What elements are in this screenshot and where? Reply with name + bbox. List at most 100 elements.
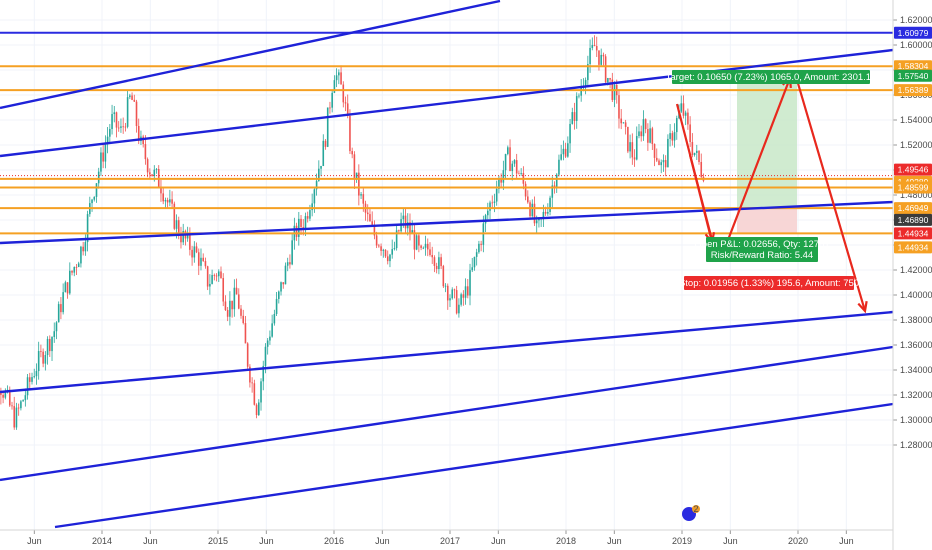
candle-body — [613, 84, 616, 100]
candle-body — [662, 160, 665, 163]
candle-body — [173, 203, 176, 229]
candle-body — [120, 126, 122, 128]
candle-body — [113, 112, 116, 115]
candle-body — [189, 232, 191, 250]
candle-body — [180, 236, 182, 243]
x-tick-label: Jun — [375, 536, 390, 546]
candle-body — [300, 218, 302, 228]
candle-body — [162, 193, 164, 202]
candle-body — [35, 371, 38, 377]
candle-body — [500, 178, 502, 183]
candle-body — [469, 270, 471, 296]
candle-body — [455, 290, 458, 314]
candle-body — [471, 267, 474, 271]
candle-body — [280, 282, 282, 292]
candle-body — [204, 261, 207, 267]
candle-body — [229, 300, 231, 317]
candle-body — [513, 160, 516, 164]
candle-body — [133, 99, 136, 102]
candle-body — [464, 286, 467, 298]
candle-body — [124, 126, 127, 128]
y-tick-label: 1.40000 — [900, 290, 932, 300]
candle-body — [326, 107, 329, 147]
candle-body — [73, 267, 76, 273]
candle-body — [640, 131, 643, 137]
candle-body — [175, 220, 178, 229]
projection-arrow-line — [688, 154, 714, 243]
candle-body — [266, 340, 269, 347]
candle-body — [298, 218, 300, 237]
candle-body — [589, 47, 591, 64]
candle-body — [544, 211, 547, 214]
candle-body — [660, 162, 663, 166]
candle-body — [391, 249, 393, 255]
channel-line — [54, 402, 894, 529]
candle-body — [111, 114, 113, 130]
target-label — [672, 70, 870, 84]
candle-body — [595, 46, 598, 51]
candle-body — [358, 172, 360, 196]
candle-body — [8, 389, 11, 406]
candle-body — [278, 291, 280, 299]
pnl-label-text: Risk/Reward Ratio: 5.44 — [711, 250, 813, 261]
position-labels: Target: 0.10650 (7.23%) 1065.0, Amount: … — [666, 70, 876, 521]
candle-body — [551, 185, 554, 198]
candle-body — [495, 188, 498, 202]
candle-body — [75, 267, 78, 268]
channel-line — [0, 345, 894, 482]
candle-body — [535, 220, 538, 224]
candle-body — [306, 216, 309, 219]
candle-body — [242, 315, 245, 324]
stop-label-text: Stop: 0.01956 (1.33%) 195.6, Amount: 750 — [679, 278, 859, 289]
candle-body — [220, 271, 222, 279]
candle-body — [344, 102, 347, 104]
candle-body — [264, 346, 267, 366]
candle-body — [609, 78, 611, 80]
candle-body — [687, 112, 689, 125]
candle-body — [571, 112, 574, 124]
candle-body — [304, 216, 307, 230]
candle-body — [533, 203, 536, 224]
candle-body — [473, 256, 476, 268]
candle-body — [422, 247, 425, 249]
candle-body — [191, 249, 193, 258]
candle-body — [51, 337, 53, 352]
candle-body — [691, 142, 694, 155]
pnl-label-text: Open P&L: 0.02656, Qty: 12781 — [694, 239, 829, 250]
candle-body — [651, 128, 654, 145]
price-tag-label: 1.58304 — [898, 61, 929, 71]
candle-body — [71, 270, 73, 273]
candle-body — [333, 80, 336, 93]
candle-body — [28, 377, 31, 382]
x-tick-label: Jun — [27, 536, 42, 546]
candle-body — [349, 115, 351, 152]
candle-body — [46, 338, 49, 356]
candle-body — [360, 194, 362, 196]
candle-body — [564, 148, 567, 157]
candle-body — [493, 201, 496, 203]
candle-body — [273, 313, 276, 324]
candle-body — [486, 210, 489, 216]
y-tick-label: 1.30000 — [900, 415, 932, 425]
candle-body — [647, 129, 649, 143]
candle-body — [257, 402, 260, 416]
candle-body — [213, 275, 216, 276]
candle-body — [322, 140, 325, 166]
candle-body — [197, 252, 200, 266]
candle-body — [80, 246, 82, 264]
candle-body — [664, 160, 667, 168]
price-tag — [894, 26, 932, 39]
candle-body — [282, 282, 285, 285]
candle-body — [233, 287, 236, 310]
candle-body — [362, 194, 365, 204]
price-tag — [894, 202, 932, 215]
candle-body — [42, 351, 44, 364]
candle-body — [240, 308, 242, 316]
candle-body — [398, 230, 400, 232]
candle-body — [0, 392, 2, 395]
candle-body — [560, 154, 562, 160]
candle-body — [504, 154, 507, 171]
loss-zone — [737, 208, 797, 234]
candle-body — [389, 254, 391, 262]
